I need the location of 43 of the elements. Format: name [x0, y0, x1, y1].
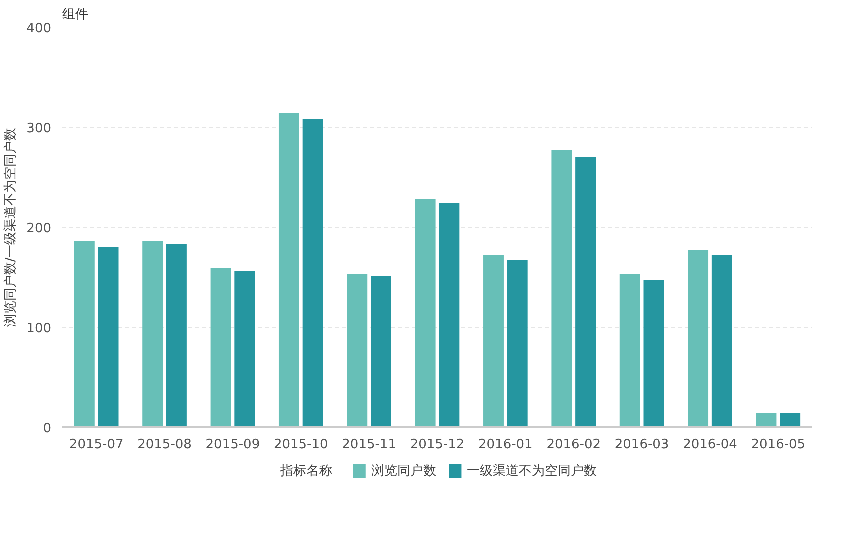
x-tick-label: 2015-09: [206, 438, 260, 452]
bar: [484, 256, 504, 428]
bar: [415, 200, 436, 428]
bar: [620, 274, 640, 428]
x-tick-label: 2015-11: [342, 438, 396, 452]
bar: [210, 268, 232, 428]
y-tick-label: 0: [43, 422, 52, 436]
bar: [142, 242, 164, 428]
bar: [756, 414, 777, 428]
x-tick-label: 2016-04: [683, 438, 738, 452]
bar: [644, 280, 664, 428]
chart-title: 组件: [62, 8, 88, 22]
legend-label: 一级渠道不为空同户数: [467, 464, 598, 479]
y-tick-label: 300: [26, 122, 52, 136]
y-tick-label: 400: [26, 22, 52, 36]
legend-label: 浏览同户数: [371, 464, 436, 479]
bar: [234, 272, 256, 428]
x-tick-label: 2015-08: [138, 438, 192, 452]
bar: [278, 114, 300, 428]
bar: [98, 248, 119, 428]
bar: [74, 242, 95, 428]
x-tick-label: 2016-03: [614, 438, 670, 452]
bar: [439, 204, 460, 428]
bar: [688, 250, 709, 428]
y-tick-label: 100: [26, 322, 52, 336]
bar: [712, 256, 732, 428]
bar: [780, 414, 801, 428]
y-axis-title: 浏览同户数/一级渠道不为空同户数: [4, 128, 19, 328]
bar: [302, 120, 324, 428]
bar: [371, 276, 392, 428]
x-tick-label: 2016-02: [546, 438, 602, 452]
bar: [166, 244, 187, 428]
bar: [552, 150, 572, 428]
bar: [347, 274, 368, 428]
x-tick-label: 2015-12: [410, 438, 465, 452]
x-tick-label: 2015-10: [274, 438, 328, 452]
bar: [576, 158, 596, 428]
y-tick-label: 200: [26, 222, 52, 236]
x-tick-label: 2015-07: [69, 438, 124, 452]
bar: [507, 260, 528, 428]
x-tick-label: 2016-01: [478, 438, 533, 452]
legend-title: 指标名称: [280, 464, 332, 479]
x-tick-label: 2016-05: [751, 438, 806, 452]
